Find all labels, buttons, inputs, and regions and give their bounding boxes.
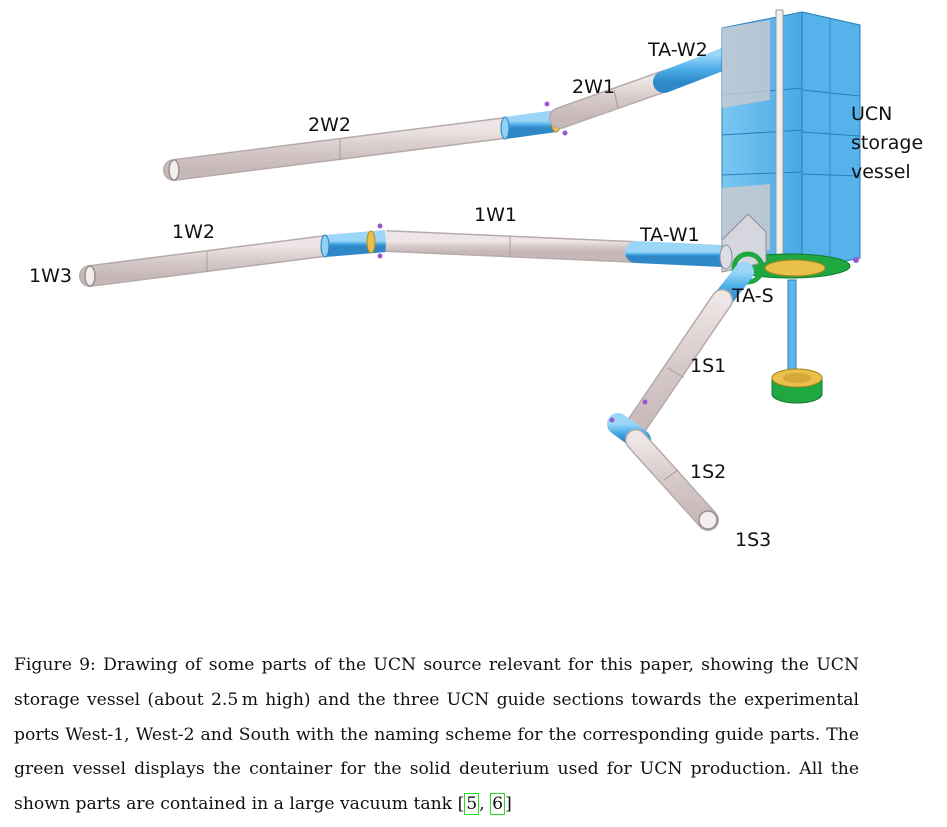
citation-link[interactable]: 5 [464,793,480,816]
deuterium-container [771,279,823,404]
guide-2w2 [163,117,516,181]
label-2w1: 2W1 [572,76,615,98]
label-1s3: 1S3 [735,529,771,551]
figure-caption: Figure 9: Drawing of some parts of the U… [14,655,859,816]
guide-1w2 [79,235,336,287]
label-1w2: 1W2 [172,221,215,243]
guide-1w1 [385,230,637,263]
caption-text: Figure 9: Drawing of some parts of the U… [14,655,859,815]
citation-link[interactable]: 6 [490,793,506,816]
label-ucn: UCN [851,103,892,125]
label-ta-w2: TA-W2 [647,39,708,61]
citation-separator: , [479,794,491,815]
label-ta-w1: TA-W1 [639,224,700,246]
ucn-source-drawing: TA-W2 2W1 2W2 UCN storage vessel 1W1 1W2… [29,9,923,551]
guide-1s1 [621,289,733,443]
label-vessel: vessel [851,161,911,183]
label-1w1: 1W1 [474,204,517,226]
label-ta-s: TA-S [731,285,774,307]
label-storage: storage [851,132,923,154]
label-2w2: 2W2 [308,114,351,136]
guide-2w1 [549,69,679,129]
guide-1s2 [625,429,719,531]
label-1w3: 1W3 [29,265,72,287]
label-1s1: 1S1 [690,355,726,377]
label-1s2: 1S2 [690,461,726,483]
ucn-storage-vessel [721,9,861,279]
coupling-1w [320,223,387,259]
